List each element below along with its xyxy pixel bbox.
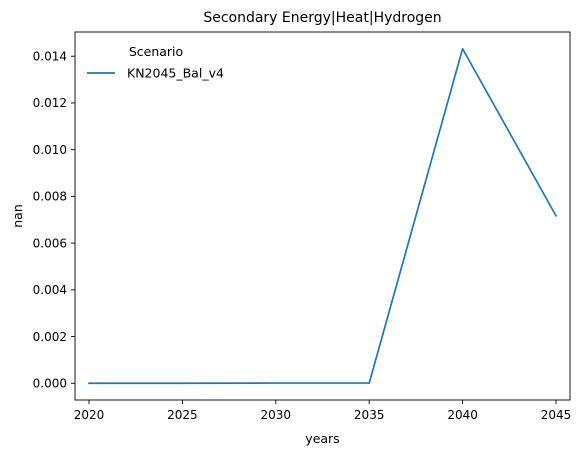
y-tick-label: 0.002	[33, 330, 67, 344]
y-tick-label: 0.010	[33, 143, 67, 157]
y-tick-label: 0.008	[33, 190, 67, 204]
plot-area: 2020 2025 2030 2035 2040 2045 0.000 0.002 0.004 0…	[33, 31, 572, 422]
x-tick-label: 2040	[447, 408, 478, 422]
y-tick-label: 0.000	[33, 376, 67, 390]
x-tick-label: 2020	[74, 408, 105, 422]
y-tick-label: 0.012	[33, 96, 67, 110]
x-axis-label: years	[305, 431, 339, 446]
legend-title: Scenario	[129, 44, 183, 59]
plot-frame	[74, 31, 571, 401]
y-tick-label: 0.014	[33, 49, 67, 63]
x-tick-label: 2025	[167, 408, 198, 422]
y-tick-label: 0.006	[33, 236, 67, 250]
y-axis-label: nan	[10, 204, 25, 228]
chart-title: Secondary Energy|Heat|Hydrogen	[203, 10, 441, 26]
legend: Scenario KN2045_Bal_v4	[87, 44, 224, 81]
x-tick-label: 2035	[354, 408, 385, 422]
x-tick-label: 2030	[261, 408, 292, 422]
x-tick-label: 2045	[541, 408, 572, 422]
y-tick-label: 0.004	[33, 283, 67, 297]
legend-entry-label: KN2045_Bal_v4	[127, 66, 224, 81]
series-line-0	[88, 47, 558, 385]
